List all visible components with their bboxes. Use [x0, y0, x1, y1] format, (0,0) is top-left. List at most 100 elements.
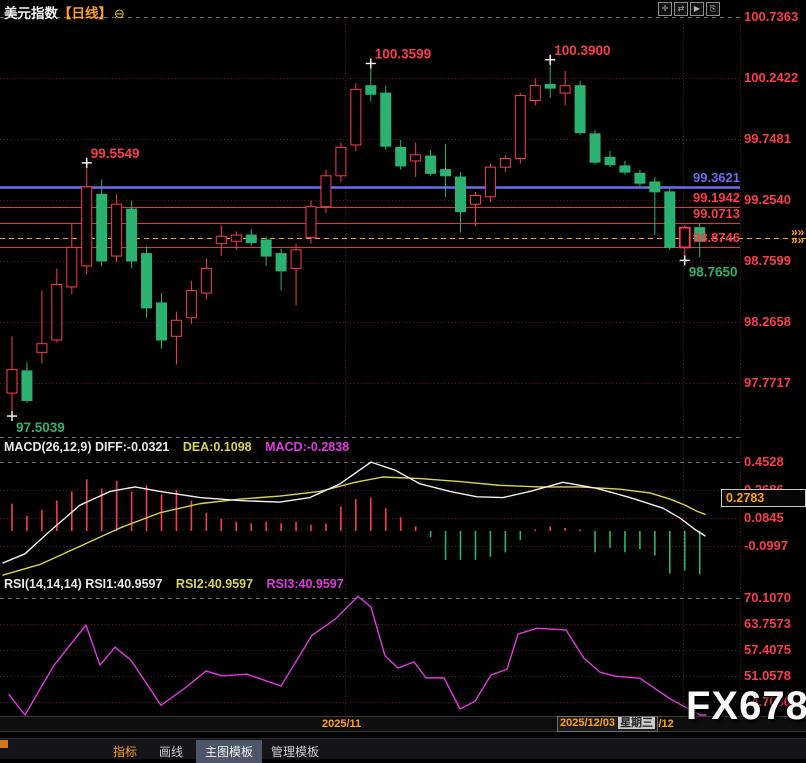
candle-body-down: [455, 176, 466, 213]
candle[interactable]: [320, 169, 332, 213]
price-annotation: 99.5549: [81, 146, 140, 168]
candle[interactable]: [260, 236, 272, 266]
candle[interactable]: [36, 290, 48, 364]
candle[interactable]: [455, 172, 466, 233]
candle[interactable]: [111, 194, 123, 263]
candle-body-up: [170, 319, 182, 337]
candle[interactable]: [484, 163, 496, 202]
candle[interactable]: [694, 223, 706, 258]
candle-body-up: [81, 186, 93, 267]
candle-body-up: [484, 166, 496, 198]
candle[interactable]: [350, 83, 362, 152]
candle-body-up: [111, 203, 123, 257]
candle-body-up: [51, 283, 63, 341]
candle[interactable]: [619, 160, 631, 175]
candle-body-down: [141, 253, 153, 309]
candle[interactable]: [66, 223, 78, 295]
candle[interactable]: [544, 59, 556, 99]
candle-body-up: [335, 146, 347, 177]
rsi-pane: [8, 595, 707, 716]
candle-body-up: [6, 369, 18, 394]
candle-body-down: [619, 165, 631, 173]
candle-body-up: [305, 206, 317, 239]
candle-body-down: [245, 234, 257, 243]
candle[interactable]: [395, 140, 407, 170]
annotation-label: 97.5039: [16, 420, 65, 435]
candle[interactable]: [96, 179, 108, 266]
candle-body-up: [469, 195, 481, 205]
candle[interactable]: [589, 130, 601, 165]
price-annotation: 100.3599: [365, 46, 431, 69]
candle[interactable]: [290, 243, 302, 306]
candle-body-up: [200, 267, 212, 294]
candle-body-down: [694, 227, 706, 242]
candle[interactable]: [141, 246, 153, 318]
candle[interactable]: [245, 228, 257, 247]
candle-body-down: [156, 302, 167, 341]
price-annotation: 98.7650: [679, 255, 738, 279]
candle-body-up: [559, 85, 571, 94]
candle[interactable]: [6, 336, 18, 417]
candle[interactable]: [664, 188, 676, 250]
candle[interactable]: [215, 225, 227, 257]
candle[interactable]: [51, 268, 63, 343]
candle-body-down: [589, 133, 601, 163]
price-annotation: 100.3900: [545, 43, 611, 65]
candle-body-down: [395, 146, 407, 167]
candle-body-up: [350, 88, 362, 146]
candle[interactable]: [81, 162, 93, 275]
candle[interactable]: [126, 200, 138, 269]
candle-body-down: [604, 156, 616, 166]
candle[interactable]: [440, 143, 452, 197]
candle-body-down: [365, 85, 377, 95]
rsi-line: [8, 595, 707, 716]
candle[interactable]: [21, 362, 33, 403]
candle[interactable]: [305, 200, 317, 244]
candle[interactable]: [230, 231, 242, 250]
candle-body-down: [380, 92, 392, 147]
candle[interactable]: [634, 169, 646, 189]
candle-body-up: [290, 249, 302, 269]
candle-body-down: [664, 191, 676, 248]
candle[interactable]: [425, 149, 437, 176]
candle[interactable]: [574, 80, 586, 136]
candle-body-down: [126, 208, 138, 262]
candle[interactable]: [529, 78, 541, 106]
candle-body-down: [634, 172, 646, 184]
candle[interactable]: [365, 63, 377, 102]
candle-body-down: [649, 181, 661, 193]
candle-body-up: [514, 95, 526, 160]
candle[interactable]: [678, 225, 691, 261]
candle[interactable]: [499, 154, 511, 173]
candle[interactable]: [469, 191, 481, 227]
candle-body-up: [185, 290, 197, 319]
candle[interactable]: [410, 142, 422, 178]
candle[interactable]: [275, 248, 287, 291]
candle-body-up: [215, 235, 227, 245]
candle-body-down: [96, 193, 108, 262]
candle-body-up: [66, 246, 78, 288]
candle[interactable]: [604, 151, 616, 168]
candle-body-down: [425, 155, 437, 174]
candle[interactable]: [380, 85, 392, 150]
candle-body-down: [544, 83, 556, 89]
candle-body-down: [440, 169, 452, 177]
candle-body-up: [230, 234, 242, 242]
candle[interactable]: [649, 177, 661, 236]
annotation-label: 98.7650: [689, 264, 738, 279]
candle-body-down: [21, 370, 33, 401]
candle-body-up: [36, 343, 48, 353]
candle[interactable]: [514, 93, 526, 164]
candle-body-down: [275, 253, 287, 272]
candle-body-up: [678, 226, 691, 249]
candle[interactable]: [170, 311, 182, 365]
candle[interactable]: [335, 142, 347, 182]
candle[interactable]: [185, 280, 197, 324]
candle[interactable]: [200, 258, 212, 300]
candle-body-down: [574, 85, 586, 134]
candle[interactable]: [559, 70, 571, 106]
candle[interactable]: [156, 293, 167, 349]
candle-body-up: [410, 154, 422, 162]
